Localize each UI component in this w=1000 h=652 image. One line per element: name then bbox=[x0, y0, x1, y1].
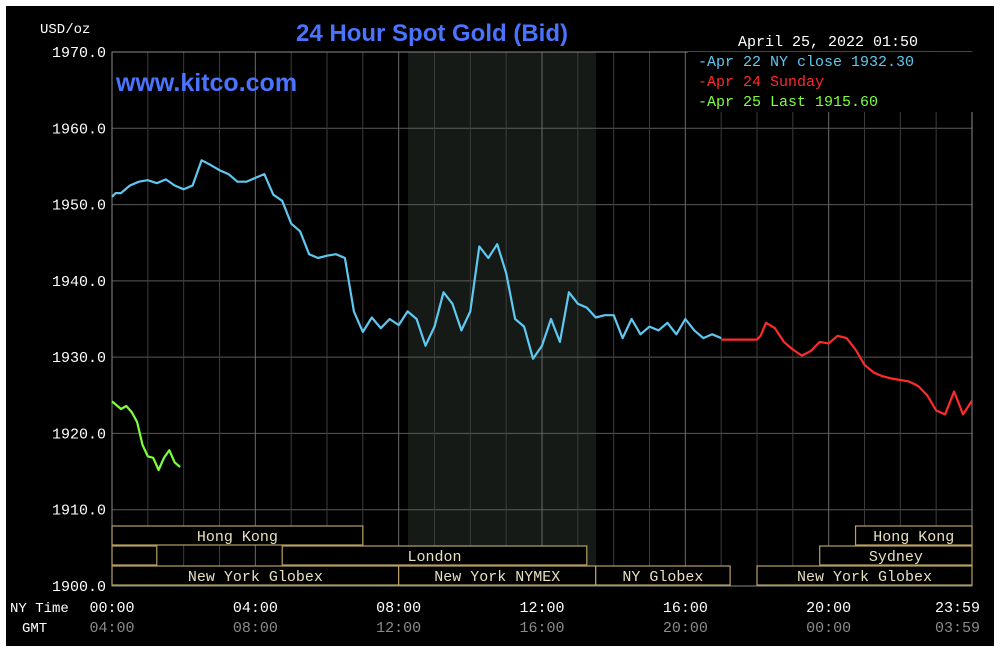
units-label: USD/oz bbox=[40, 22, 90, 38]
series-line-3 bbox=[111, 400, 181, 472]
market-bar-sydney-label: Sydney bbox=[869, 549, 923, 566]
x-tick-label-gmt: 12:00 bbox=[376, 620, 421, 637]
legend-entry-apr25: -Apr 25 Last 1915.60 bbox=[698, 94, 878, 111]
timestamp: April 25, 2022 01:50 bbox=[738, 34, 918, 51]
market-bar-london-label: London bbox=[407, 549, 461, 566]
x-tick-label-ny: 23:59 bbox=[935, 600, 980, 617]
gold-price-chart: 1970.0 1960.0 1950.0 1940.0 1930.0 1920.0 1910… bbox=[10, 20, 980, 637]
plot-border bbox=[111, 51, 973, 587]
x-axis-ticks: 00:00 04:00 08:00 12:00 16:00 20:00 23:59 04:00… bbox=[89, 600, 980, 637]
market-bar-london bbox=[281, 545, 588, 566]
x-tick-label-gmt: 20:00 bbox=[663, 620, 708, 637]
y-tick-label: 1910.0 bbox=[52, 503, 106, 520]
market-bar-sydney bbox=[819, 545, 973, 566]
x-tick-label-gmt: 00:00 bbox=[806, 620, 851, 637]
y-tick-label: 1970.0 bbox=[52, 45, 106, 62]
x-tick-label-gmt: 04:00 bbox=[89, 620, 134, 637]
x-tick-label-ny: 20:00 bbox=[806, 600, 851, 617]
x-tick-label-ny: 00:00 bbox=[89, 600, 134, 617]
market-bar-ny-globex-3-label: New York Globex bbox=[797, 569, 932, 586]
series-line-1 bbox=[111, 159, 722, 360]
market-bar-ny-globex-label: New York Globex bbox=[188, 569, 323, 586]
chart-frame: 1970.0 1960.0 1950.0 1940.0 1930.0 1920.0 1910… bbox=[6, 6, 994, 646]
market-bar-hong-kong-2 bbox=[854, 525, 973, 546]
x-tick-label-ny: 12:00 bbox=[519, 600, 564, 617]
grid-lines bbox=[111, 51, 973, 587]
y-tick-label: 1920.0 bbox=[52, 426, 106, 443]
x-tick-label-gmt: 03:59 bbox=[935, 620, 980, 637]
legend-box bbox=[688, 52, 974, 112]
x-tick-label-ny: 04:00 bbox=[233, 600, 278, 617]
legend: -Apr 22 NY close 1932.30 -Apr 24 Sunday … bbox=[688, 52, 974, 112]
y-tick-label: 1940.0 bbox=[52, 274, 106, 291]
x-tick-label-ny: 16:00 bbox=[663, 600, 708, 617]
y-axis-ticks: 1970.0 1960.0 1950.0 1940.0 1930.0 1920.0 1910… bbox=[52, 45, 106, 596]
legend-entry-apr24: -Apr 24 Sunday bbox=[698, 74, 824, 91]
series-line-2 bbox=[721, 321, 973, 416]
y-tick-label: 1950.0 bbox=[52, 198, 106, 215]
market-bar-blank bbox=[111, 545, 158, 566]
market-bar-ny-globex-2-label: NY Globex bbox=[622, 569, 703, 586]
series-lines bbox=[111, 159, 973, 472]
legend-entry-apr22: -Apr 22 NY close 1932.30 bbox=[698, 54, 914, 71]
market-bar-hong-kong-label: Hong Kong bbox=[197, 529, 278, 546]
ny-time-label: NY Time bbox=[10, 601, 69, 617]
market-bar-ny-nymex-label: New York NYMEX bbox=[434, 569, 560, 586]
y-tick-label: 1930.0 bbox=[52, 350, 106, 367]
watermark: www.kitco.com bbox=[115, 69, 297, 97]
market-bar-hong-kong-2-label: Hong Kong bbox=[873, 529, 954, 546]
y-tick-label: 1900.0 bbox=[52, 579, 106, 596]
market-bar-ny-globex-3 bbox=[756, 565, 973, 586]
x-tick-label-gmt: 16:00 bbox=[519, 620, 564, 637]
chart-title: 24 Hour Spot Gold (Bid) bbox=[296, 20, 568, 47]
market-bar-ny-globex-2 bbox=[595, 565, 731, 586]
y-tick-label: 1960.0 bbox=[52, 121, 106, 138]
gmt-label: GMT bbox=[22, 621, 47, 637]
x-tick-label-ny: 08:00 bbox=[376, 600, 421, 617]
market-session-bars: Hong Kong London New York Globex New York N… bbox=[111, 525, 973, 586]
market-bar-hong-kong bbox=[111, 525, 364, 546]
x-tick-label-gmt: 08:00 bbox=[233, 620, 278, 637]
